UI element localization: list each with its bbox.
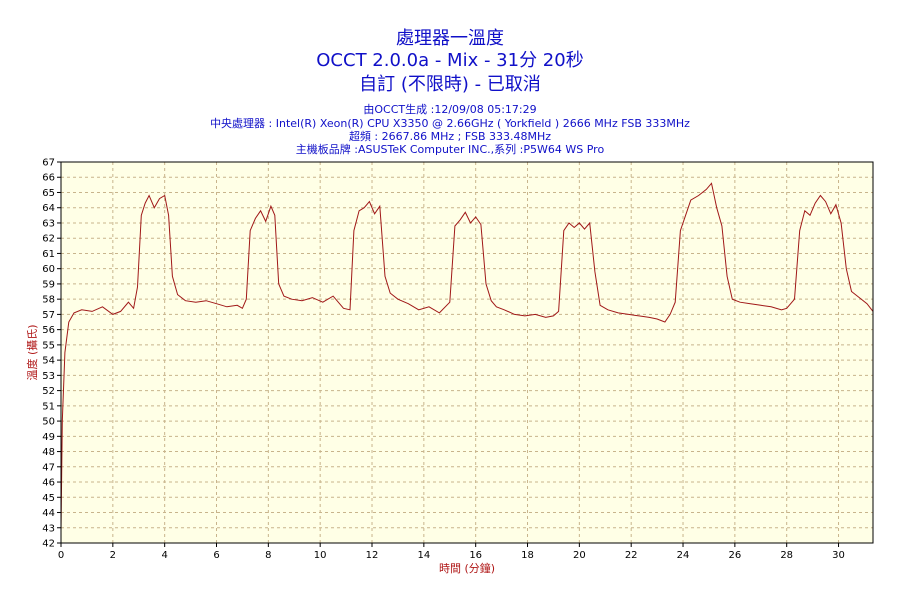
chart-subtitle: OCCT 2.0.0a - Mix - 31分 20秒	[316, 50, 584, 71]
y-tick-label: 64	[42, 203, 55, 214]
x-axis-ticks: 0 2 4 6 8 10 12 14 16 18 20 22 24 26 28 30	[58, 543, 845, 561]
y-tick-label: 51	[42, 401, 55, 412]
y-axis-ticks: 42 43 44 45 46 47 48 49 50 51 52 53 54 55 56 57 58 59 60 61…	[42, 158, 61, 550]
y-axis-label: 溫度 (攝氏)	[25, 324, 39, 380]
y-tick-label: 56	[42, 325, 55, 336]
y-tick-label: 54	[42, 356, 55, 367]
y-tick-label: 53	[42, 371, 55, 382]
y-tick-label: 46	[42, 478, 55, 489]
x-tick-label: 24	[677, 550, 690, 561]
y-tick-label: 55	[42, 340, 55, 351]
x-tick-label: 12	[366, 550, 379, 561]
x-tick-label: 2	[110, 550, 116, 561]
y-tick-label: 45	[42, 493, 55, 504]
motherboard-info: 主機板品牌 :ASUSTeK Computer INC.,系列 :P5W64 W…	[295, 143, 605, 156]
plot-border	[60, 161, 874, 544]
y-tick-label: 65	[42, 188, 55, 199]
y-tick-label: 44	[42, 508, 55, 519]
chart-title: 處理器一溫度	[396, 28, 504, 49]
y-tick-label: 59	[42, 279, 55, 290]
generated-info: 由OCCT生成 :12/09/08 05:17:29	[363, 103, 537, 116]
x-tick-label: 16	[469, 550, 482, 561]
x-tick-label: 0	[58, 550, 64, 561]
y-tick-label: 48	[42, 447, 55, 458]
y-tick-label: 42	[42, 539, 55, 550]
y-tick-label: 52	[42, 386, 55, 397]
x-tick-label: 10	[314, 550, 327, 561]
x-tick-label: 4	[161, 550, 167, 561]
chart-status: 自訂 (不限時) - 已取消	[359, 74, 541, 95]
x-axis-label: 時間 (分鐘)	[439, 561, 495, 575]
y-tick-label: 49	[42, 432, 55, 443]
x-tick-label: 28	[780, 550, 793, 561]
cpu-info: 中央處理器 : Intel(R) Xeon(R) CPU X3350 @ 2.6…	[210, 117, 690, 130]
y-tick-label: 67	[42, 158, 55, 169]
y-tick-label: 57	[42, 310, 55, 321]
y-tick-label: 61	[42, 249, 55, 260]
y-tick-label: 50	[42, 417, 55, 428]
plot-area	[61, 162, 873, 543]
y-tick-label: 47	[42, 462, 55, 473]
y-tick-label: 58	[42, 295, 55, 306]
x-tick-label: 30	[832, 550, 845, 561]
x-tick-label: 14	[417, 550, 430, 561]
y-tick-label: 60	[42, 264, 55, 275]
y-tick-label: 66	[42, 173, 55, 184]
x-tick-label: 22	[625, 550, 638, 561]
y-tick-label: 62	[42, 234, 55, 245]
y-tick-label: 63	[42, 218, 55, 229]
x-tick-label: 20	[573, 550, 586, 561]
x-tick-label: 18	[521, 550, 534, 561]
overclock-info: 超頻 : 2667.86 MHz ; FSB 333.48MHz	[348, 130, 552, 143]
x-tick-label: 8	[265, 550, 271, 561]
x-tick-label: 26	[728, 550, 741, 561]
x-tick-label: 6	[213, 550, 219, 561]
y-tick-label: 43	[42, 523, 55, 534]
temperature-line	[60, 182, 874, 531]
